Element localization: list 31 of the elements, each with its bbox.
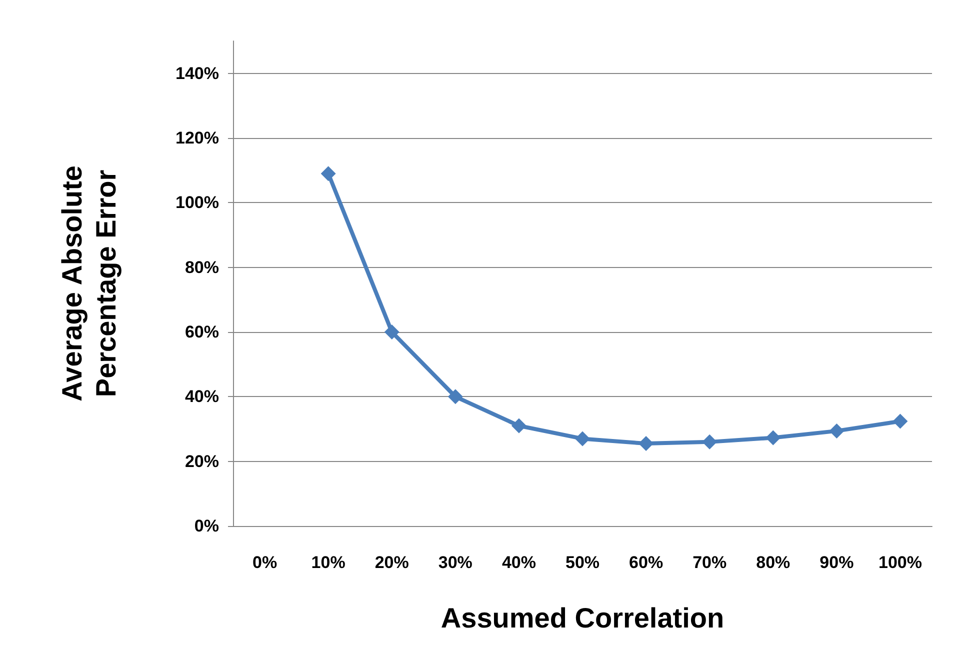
- y-tick-label: 20%: [184, 452, 219, 471]
- x-tick-label: 40%: [502, 553, 536, 572]
- point: [511, 418, 526, 434]
- point: [320, 166, 336, 182]
- point: [829, 423, 844, 438]
- y-tick-label: 140%: [176, 64, 219, 83]
- x-tick-label: 10%: [311, 553, 346, 572]
- x-tick-label: 90%: [820, 553, 854, 572]
- x-tick-label: 20%: [374, 553, 409, 572]
- point: [638, 436, 654, 452]
- x-tick-label: 100%: [878, 553, 922, 572]
- point: [702, 434, 718, 450]
- y-tick-label: 0%: [194, 516, 219, 536]
- x-tick-label: 50%: [565, 553, 600, 572]
- y-tick-label: 60%: [184, 322, 219, 342]
- x-tick-label: 30%: [438, 553, 472, 572]
- x-tick-label: 60%: [629, 553, 664, 572]
- point: [575, 431, 590, 446]
- x-tick-label: 0%: [252, 553, 278, 572]
- point: [384, 324, 400, 340]
- y-tick-label: 40%: [184, 387, 219, 406]
- x-tick-label: 80%: [756, 553, 790, 572]
- point: [892, 414, 908, 429]
- x-tick-label: 70%: [692, 553, 727, 572]
- x-axis-title: Assumed Correlation: [440, 602, 724, 634]
- y-tick-label: 100%: [176, 193, 219, 212]
- point: [766, 430, 781, 446]
- y-axis-title: Average Absolute Percentage Error: [56, 166, 122, 402]
- y-tick-label: 120%: [176, 128, 219, 148]
- y-tick-label: 80%: [184, 258, 219, 277]
- point: [448, 389, 463, 404]
